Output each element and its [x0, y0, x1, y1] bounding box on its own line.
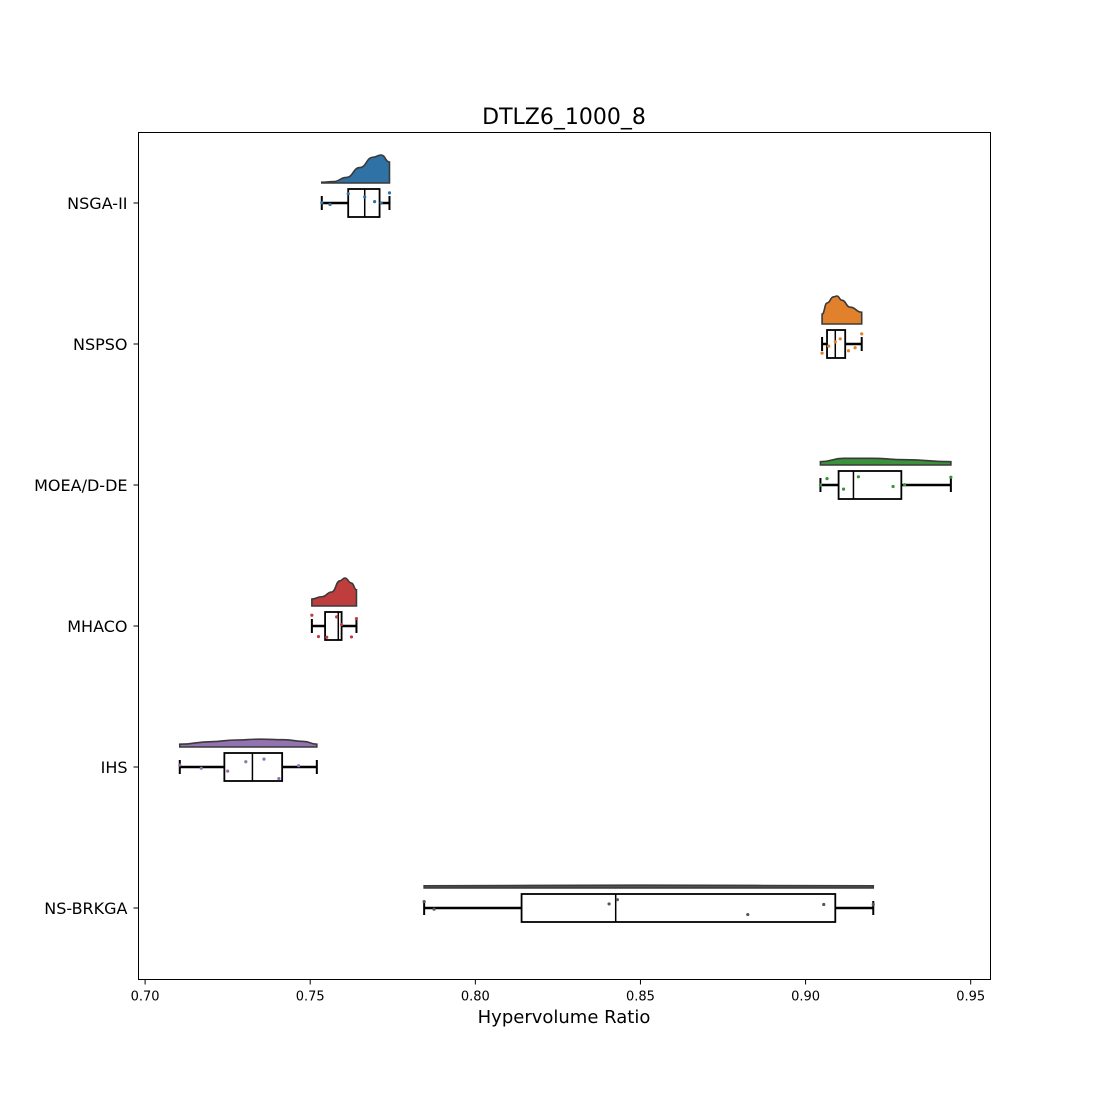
density-cloud-ns-brkga — [423, 884, 875, 889]
density-cloud-moea-d-de — [819, 457, 952, 466]
data-point-moea-d-de — [841, 487, 846, 491]
data-point-mhaco — [335, 615, 339, 619]
box-ihs — [223, 752, 284, 782]
y-tick-label-ns-brkga: NS-BRKGA — [44, 899, 127, 918]
data-point-moea-d-de — [818, 483, 823, 487]
series-mhaco — [310, 577, 359, 641]
data-point-moea-d-de — [949, 475, 953, 479]
data-point-nsga-ii — [387, 191, 392, 195]
plot-area-frame — [138, 132, 991, 980]
data-point-ns-brkga — [822, 902, 826, 907]
x-tick-label: 0.90 — [791, 990, 820, 1005]
data-point-nspso — [827, 344, 831, 348]
data-point-nsga-ii — [379, 201, 383, 205]
data-point-ns-brkga — [607, 902, 611, 906]
density-cloud-nspso — [821, 295, 863, 325]
data-point-ihs — [244, 760, 248, 764]
data-point-nspso — [833, 340, 837, 344]
x-tick-label: 0.95 — [956, 990, 985, 1005]
series-ihs — [178, 738, 318, 782]
box-ns-brkga — [520, 893, 837, 923]
density-cloud-ihs — [178, 738, 318, 748]
series-moea-d-de — [818, 457, 953, 500]
x-tick-label: 0.80 — [461, 990, 490, 1005]
data-point-ihs — [262, 757, 266, 761]
density-cloud-nsga-ii — [320, 154, 391, 184]
density-cloud-mhaco — [311, 577, 358, 607]
box-nsga-ii — [347, 188, 381, 218]
x-tick-label: 0.85 — [626, 990, 655, 1005]
box-nspso — [826, 329, 847, 359]
data-point-nspso — [838, 337, 842, 341]
data-point-ns-brkga — [422, 899, 426, 904]
y-tick-label-moea-d-de: MOEA/D-DE — [34, 476, 127, 495]
data-point-moea-d-de — [856, 475, 861, 479]
data-point-ihs — [277, 777, 281, 781]
data-point-mhaco — [325, 635, 329, 639]
data-point-nsga-ii — [373, 200, 377, 204]
data-point-mhaco — [339, 623, 344, 627]
x-axis: 0.70 0.75 0.80 0.85 0.90 0.95 — [131, 979, 985, 1005]
data-point-nspso — [846, 349, 851, 353]
y-tick-label-nspso: NSPSO — [73, 335, 128, 354]
data-point-ns-brkga — [432, 907, 436, 911]
y-tick-label-nsga-ii: NSGA-II — [67, 194, 127, 213]
x-tick-label: 0.70 — [131, 990, 160, 1005]
data-point-nsga-ii — [346, 192, 350, 196]
series-nsga-ii — [320, 154, 392, 218]
data-point-nspso — [820, 351, 824, 355]
data-point-nsga-ii — [320, 201, 324, 205]
data-point-ns-brkga — [746, 912, 750, 917]
box-moea-d-de — [837, 470, 903, 500]
y-axis: NSGA-II NSPSO MOEA/D-DE MHACO IHS NS-BRKGA — [34, 194, 139, 918]
data-point-moea-d-de — [825, 477, 829, 481]
data-point-moea-d-de — [891, 484, 895, 489]
data-point-nsga-ii — [328, 202, 332, 207]
data-point-mhaco — [310, 613, 314, 617]
data-point-ihs — [226, 769, 230, 773]
data-point-nspso — [853, 346, 857, 350]
data-point-nsga-ii — [363, 195, 367, 199]
chart-title: DTLZ6_1000_8 — [482, 105, 646, 130]
data-point-ihs — [199, 766, 203, 770]
data-point-mhaco — [316, 634, 321, 639]
data-point-moea-d-de — [903, 483, 907, 487]
x-tick-label: 0.75 — [296, 990, 325, 1005]
data-point-nspso — [860, 332, 864, 336]
y-tick-label-mhaco: MHACO — [67, 617, 127, 636]
data-point-mhaco — [354, 616, 359, 621]
series-ns-brkga — [422, 884, 875, 923]
data-point-ihs — [297, 764, 301, 768]
y-tick-label-ihs: IHS — [101, 758, 128, 777]
data-point-mhaco — [349, 635, 354, 639]
data-point-ihs — [178, 763, 182, 767]
data-point-ns-brkga — [871, 902, 875, 907]
x-axis-label: Hypervolume Ratio — [478, 1007, 651, 1028]
data-point-ns-brkga — [615, 898, 619, 902]
series-nspso — [820, 295, 864, 359]
plot-layer — [178, 154, 953, 923]
